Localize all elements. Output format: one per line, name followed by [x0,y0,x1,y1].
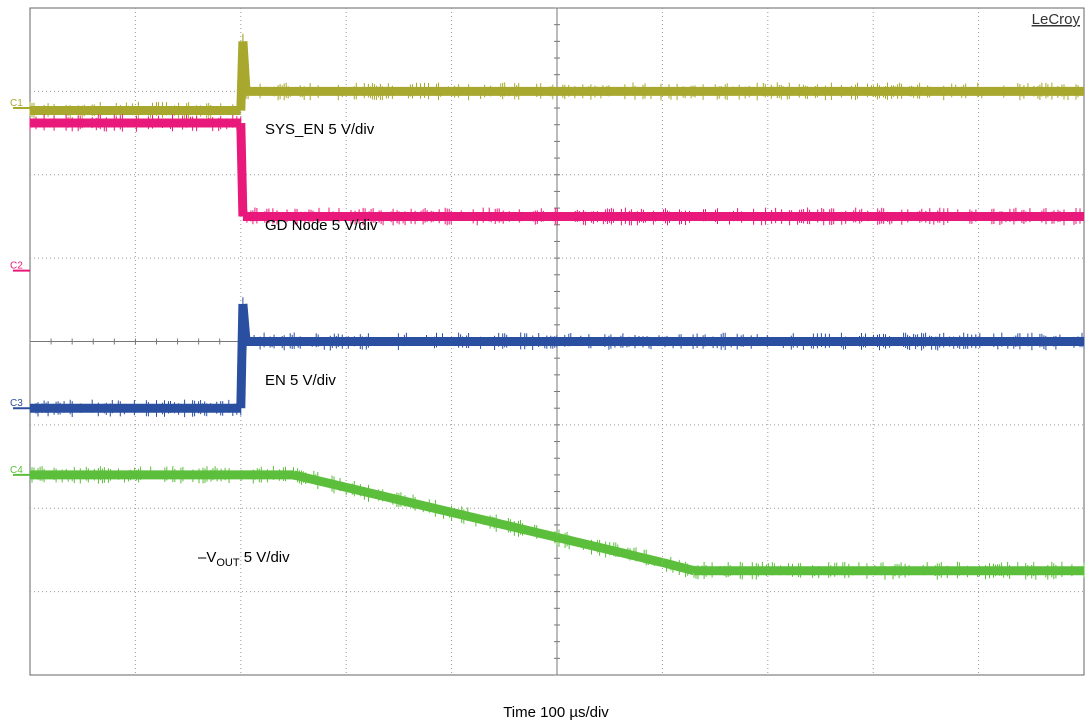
annotation-vout: –VOUT 5 V/div [198,549,290,569]
annotation-vout-pre: –V [198,549,216,566]
channel-marker-c1: C1 [10,98,23,109]
annotation-sys-en: SYS_EN 5 V/div [265,121,375,138]
traces [29,33,1085,580]
trace-c2-noise [29,114,238,132]
brand-label: LeCroy [1032,11,1081,28]
trace-c4-noise [351,481,453,521]
trace-c3-noise [35,399,242,418]
trace-c3 [238,303,251,342]
trace-c3-noise [253,332,1085,351]
trace-c4 [450,508,559,542]
annotation-gd-node: GD Node 5 V/div [265,217,378,234]
annotation-vout-sub: OUT [216,557,240,569]
channel-marker-c3: C3 [10,398,23,409]
channel-marker-c2: C2 [10,261,23,272]
trace-c4-noise [293,468,347,496]
trace-c4-noise [695,561,1085,580]
trace-c2 [236,122,248,217]
x-axis-label: Time 100 µs/div [503,704,609,721]
channel-markers: C1 C2 C3 C4 [10,98,30,476]
trace-c4-noise [666,556,695,578]
trace-c4 [292,470,348,492]
annotation-vout-post: 5 V/div [240,549,291,566]
trace-c1 [238,41,251,92]
annotation-en: EN 5 V/div [265,372,336,389]
trace-c4-noise [461,506,556,544]
trace-c4 [661,558,696,576]
trace-c4-noise [556,529,655,566]
trace-c1-noise [245,82,1079,101]
trace-c2-noise [246,207,1081,226]
channel-marker-c4: C4 [10,465,23,476]
trace-c4-noise [31,466,294,484]
